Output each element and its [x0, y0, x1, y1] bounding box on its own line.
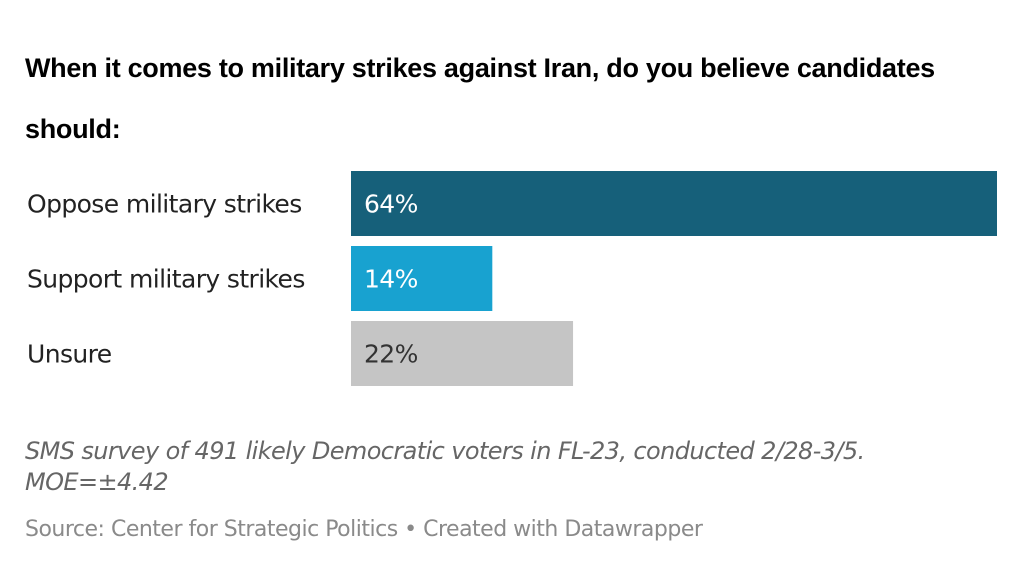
chart-notes: SMS survey of 491 likely Democratic vote…: [25, 437, 865, 496]
chart-title: When it comes to military strikes agains…: [25, 53, 935, 144]
chart-source: Source: Center for Strategic Politics • …: [25, 517, 703, 542]
bar: [351, 321, 574, 386]
category-label: Oppose military strikes: [27, 190, 302, 219]
category-label: Unsure: [27, 340, 112, 369]
data-label: 14%: [364, 265, 418, 294]
bar: [351, 246, 493, 311]
data-label: 22%: [364, 340, 418, 369]
data-label: 64%: [364, 190, 418, 219]
category-label: Support military strikes: [27, 265, 305, 294]
bar: [351, 171, 997, 236]
